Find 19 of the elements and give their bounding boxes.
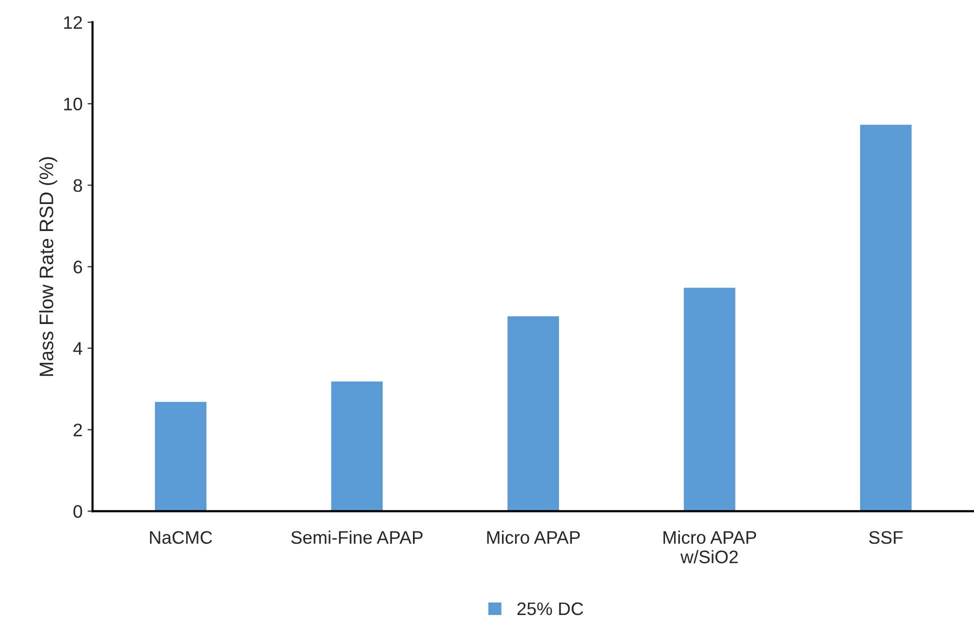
y-tick-label: 6 [74,260,82,274]
x-tick-label: SSF [869,531,903,544]
y-tick-label: 2 [74,424,82,436]
y-tick-label: 8 [74,179,82,192]
y-tick-label: 4 [73,342,82,355]
bar [330,380,384,512]
y-tick-label: 0 [73,505,82,518]
y-tick-label: 12 [64,16,82,29]
x-tick-label: Micro APAP [487,530,580,544]
x-tick-label: NaCMC [150,531,212,544]
x-tick-label: Semi-Fine APAP [291,530,423,544]
y-tick-label: 10 [64,98,82,110]
bar [154,400,208,512]
bar [682,286,737,512]
x-tick-label: Micro APAP w/SiO2 [664,530,756,564]
y-axis-title: Mass Flow Rate RSD (%) [39,157,58,376]
legend-label: 25% DC [517,602,584,616]
bar [858,123,913,512]
bar [506,314,560,512]
